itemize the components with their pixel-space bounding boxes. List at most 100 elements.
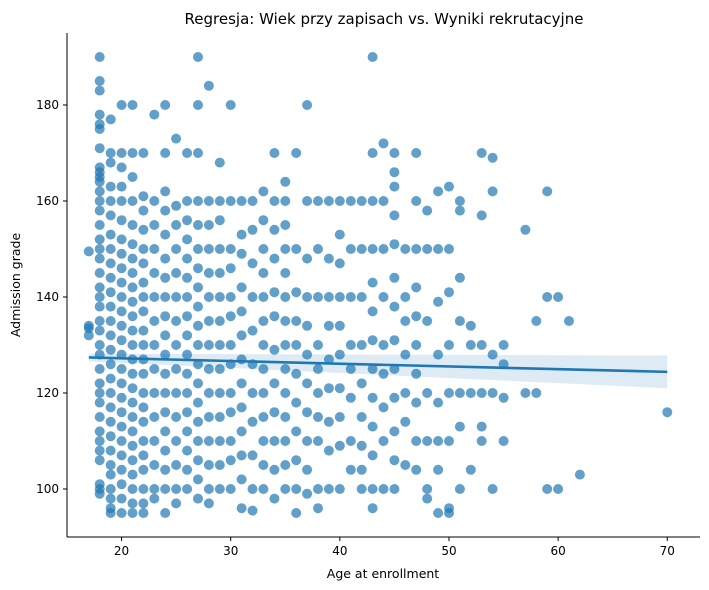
data-point <box>138 484 149 494</box>
data-point <box>171 340 182 350</box>
data-point <box>193 263 203 274</box>
data-point <box>487 349 498 360</box>
data-point <box>378 340 389 350</box>
data-point <box>105 287 116 298</box>
data-point <box>389 335 400 346</box>
x-axis-ticks: 20 30 40 50 60 70 <box>114 537 675 558</box>
data-point <box>236 248 247 259</box>
data-point <box>269 493 280 504</box>
data-point <box>454 272 465 283</box>
data-point <box>116 364 127 374</box>
data-point <box>94 205 105 216</box>
data-point <box>236 402 247 413</box>
data-point <box>498 436 509 446</box>
data-point <box>160 186 171 197</box>
data-point <box>236 282 247 293</box>
data-point <box>116 162 127 173</box>
data-point <box>313 244 323 254</box>
data-point <box>574 469 585 480</box>
data-point <box>334 440 345 451</box>
data-point <box>149 196 160 206</box>
data-point <box>323 320 334 331</box>
data-point <box>356 196 367 206</box>
data-point <box>214 292 225 302</box>
data-point <box>258 460 269 470</box>
data-point <box>193 340 203 350</box>
data-point <box>280 412 291 422</box>
data-point <box>247 292 258 302</box>
data-point <box>454 196 465 206</box>
data-point <box>389 301 400 312</box>
data-point <box>116 234 127 245</box>
data-point <box>160 426 171 437</box>
data-point <box>116 277 127 288</box>
data-point <box>269 344 280 355</box>
data-point <box>411 340 422 350</box>
data-point <box>553 292 564 302</box>
data-point <box>400 460 411 470</box>
data-point <box>127 340 138 350</box>
data-point <box>389 484 400 494</box>
data-point <box>422 205 433 216</box>
data-point <box>367 421 378 432</box>
data-point <box>302 407 313 418</box>
data-point <box>160 148 171 158</box>
data-point <box>214 316 225 326</box>
data-point <box>94 325 105 336</box>
data-point <box>334 320 345 331</box>
data-point <box>149 109 160 120</box>
data-point <box>160 292 171 302</box>
data-point <box>411 397 422 408</box>
data-point <box>258 316 269 326</box>
data-point <box>313 412 323 422</box>
data-point <box>105 181 116 192</box>
data-point <box>182 426 193 437</box>
data-point <box>225 244 236 254</box>
data-point <box>280 292 291 302</box>
data-point <box>422 388 433 398</box>
data-point <box>116 248 127 259</box>
data-point <box>193 282 203 293</box>
data-point <box>269 148 280 158</box>
data-point <box>302 196 313 206</box>
data-point <box>247 196 258 206</box>
data-point <box>160 484 171 494</box>
data-point <box>367 450 378 461</box>
data-point <box>138 464 149 475</box>
data-point <box>105 196 116 206</box>
data-point <box>127 455 138 466</box>
data-point <box>269 253 280 264</box>
data-point <box>280 460 291 470</box>
data-point <box>454 388 465 398</box>
data-point <box>498 340 509 350</box>
data-point <box>247 484 258 494</box>
data-point <box>542 292 553 302</box>
data-point <box>138 258 149 269</box>
data-point <box>476 340 487 350</box>
data-point <box>334 196 345 206</box>
data-point <box>389 272 400 283</box>
data-point <box>356 292 367 302</box>
data-point <box>94 340 105 350</box>
data-point <box>127 282 138 293</box>
data-point <box>487 186 498 197</box>
data-point <box>94 364 105 374</box>
data-point <box>127 100 138 110</box>
data-point <box>203 436 214 446</box>
data-point <box>345 436 356 446</box>
data-point <box>94 388 105 398</box>
data-point <box>94 253 105 264</box>
data-point <box>313 196 323 206</box>
data-point <box>476 436 487 446</box>
data-point <box>160 272 171 283</box>
data-point <box>105 301 116 312</box>
data-point <box>203 412 214 422</box>
data-point <box>476 388 487 398</box>
data-point <box>236 330 247 341</box>
data-point <box>149 292 160 302</box>
data-point <box>160 388 171 398</box>
data-point <box>182 484 193 494</box>
data-point <box>345 292 356 302</box>
data-point <box>116 450 127 461</box>
data-point <box>400 416 411 427</box>
